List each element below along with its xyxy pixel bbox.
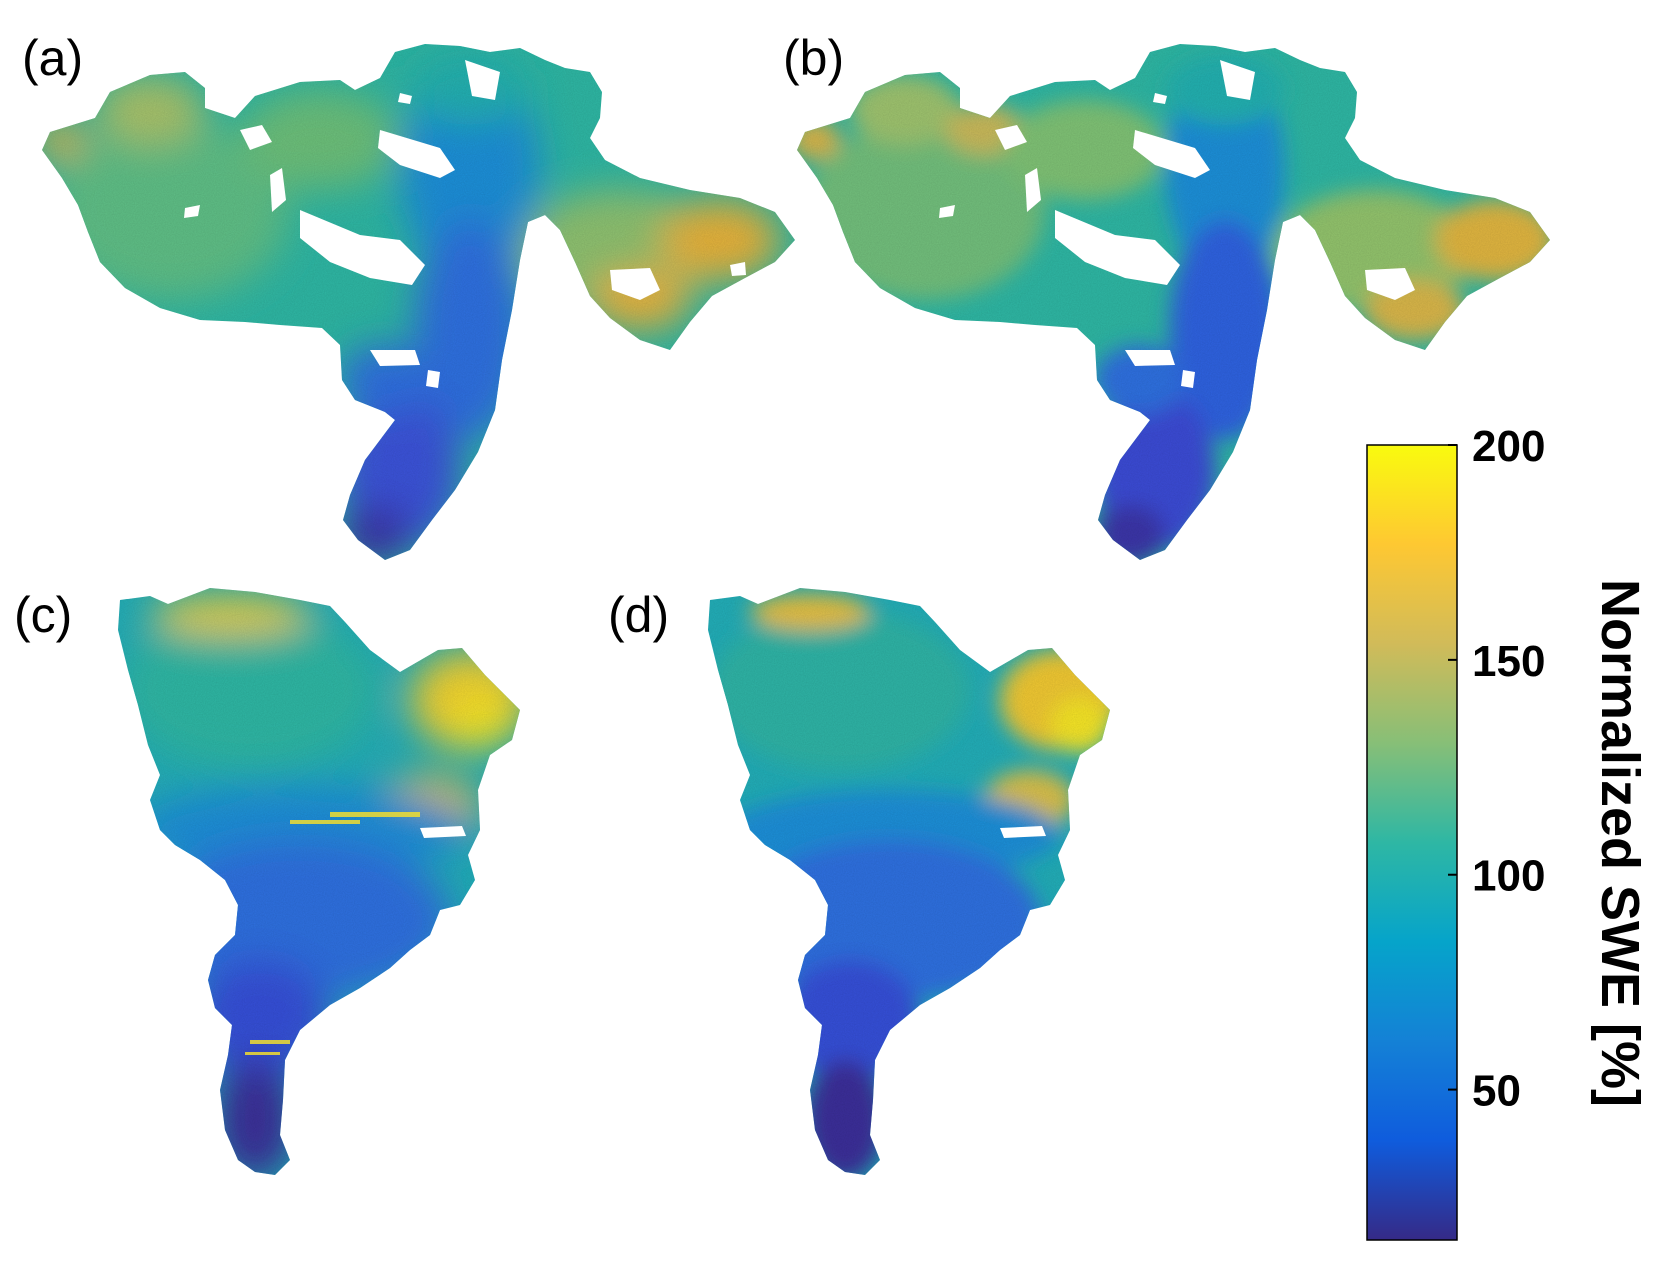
panel-label-c: (c): [14, 587, 72, 643]
ice-free-areas-c: [420, 826, 466, 838]
bright-streaks-c: [245, 812, 420, 1055]
glacier-map-a: [42, 44, 795, 560]
glacier-map-d: [708, 588, 1110, 1175]
panel-label-a: (a): [22, 30, 83, 86]
colorbar-tick-label: 100: [1472, 852, 1545, 901]
ice-free-areas-b: [939, 60, 1415, 388]
panel-c: (c): [14, 587, 520, 1175]
colorbar-ticks: 200 150 100 50: [1448, 422, 1545, 1116]
colorbar-gradient: [1366, 444, 1458, 1241]
ice-free-areas-a: [184, 60, 746, 388]
colorbar-title: Normalized SWE [%]: [1590, 579, 1650, 1107]
panel-label-b: (b): [783, 30, 844, 86]
panel-a: (a): [22, 30, 795, 560]
colorbar-tick-label: 150: [1472, 637, 1545, 686]
panel-label-d: (d): [608, 587, 669, 643]
panel-d: (d): [608, 587, 1110, 1175]
ice-free-areas-d: [1000, 826, 1046, 838]
colorbar-tick-label: 200: [1472, 422, 1545, 471]
colorbar: 200 150 100 50 Normalized SWE [%]: [1366, 422, 1650, 1241]
glacier-map-c: [118, 588, 520, 1175]
colorbar-tick-label: 50: [1472, 1067, 1521, 1116]
